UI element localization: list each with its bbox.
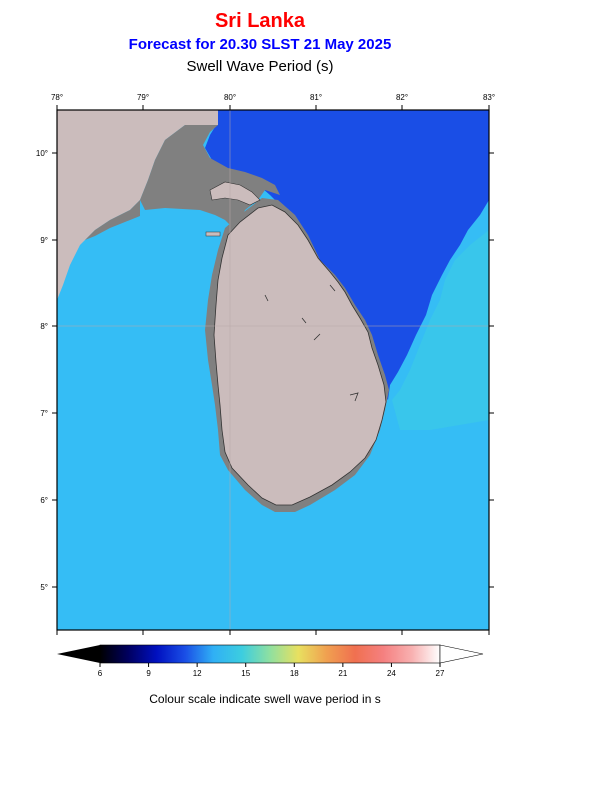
- lon-label: 82°: [396, 93, 408, 102]
- colorbar-label: 27: [436, 669, 445, 678]
- map-area: [57, 110, 489, 630]
- colorbar-label: 9: [146, 669, 151, 678]
- lon-label: 78°: [51, 93, 63, 102]
- lon-label: 79°: [137, 93, 149, 102]
- inland-waterways: [264, 284, 359, 402]
- land-srilanka: [213, 204, 387, 506]
- colorbar-label: 12: [193, 669, 202, 678]
- lat-label: 10°: [36, 149, 48, 158]
- colorbar-low-arrow: [57, 645, 100, 663]
- map-frame: [56, 109, 490, 631]
- lon-axis: 78° 79° 80° 81° 82° 83°: [51, 93, 495, 635]
- lat-label: 8°: [40, 322, 48, 331]
- lat-label: 7°: [40, 409, 48, 418]
- colorbar-ramp: [99, 644, 441, 664]
- colorbar-label: 18: [290, 669, 299, 678]
- colorbar-label: 21: [338, 669, 347, 678]
- colorbar-high-arrow: [439, 644, 484, 664]
- lon-label: 81°: [310, 93, 322, 102]
- colorbar-label: 24: [387, 669, 396, 678]
- colorbar-label: 15: [241, 669, 250, 678]
- forecast-time: Forecast for 20.30 SLST 21 May 2025: [128, 36, 392, 53]
- lon-label: 80°: [224, 93, 236, 102]
- land-mannar: [205, 231, 221, 237]
- colorbar: 6 9 12 15 18 21 24 27: [57, 644, 484, 678]
- variable-name: Swell Wave Period (s): [186, 58, 334, 75]
- shelf-india-west: [85, 200, 140, 240]
- land-jaffna: [209, 181, 261, 206]
- lat-label: 9°: [40, 236, 48, 245]
- shelf-palk: [140, 125, 280, 245]
- colorbar-caption: Colour scale indicate swell wave period …: [149, 692, 381, 706]
- sea-offshore: [205, 110, 489, 405]
- lat-axis: 10° 9° 8° 7° 6° 5°: [36, 149, 494, 592]
- lat-label: 6°: [40, 496, 48, 505]
- sea-transition: [392, 230, 489, 430]
- map-title: Sri Lanka: [214, 10, 306, 32]
- lat-label: 5°: [40, 583, 48, 592]
- lon-label: 83°: [483, 93, 495, 102]
- land-india: [57, 110, 218, 300]
- colorbar-label: 6: [98, 669, 103, 678]
